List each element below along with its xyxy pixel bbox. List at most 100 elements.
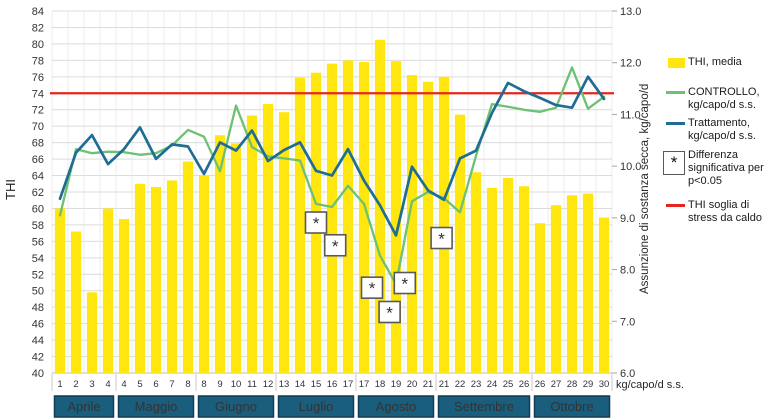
month-label: Giugno [215,399,257,414]
thi-bar [118,219,130,373]
significance-marker-star: * [438,230,445,249]
significance-marker-box [378,300,401,324]
legend-sig-line2: significativa per [688,162,764,175]
left-axis-tick-label: 82 [32,22,44,34]
trattamento-line [58,75,606,237]
thi-bar [390,61,402,373]
thi-bar [294,77,306,374]
left-axis-tick-label: 78 [32,55,44,67]
week-label: 13 [279,379,290,390]
legend-label-threshold: THI soglia di stress da caldo [688,199,762,225]
week-label: 4 [121,379,126,390]
thi-bar [422,81,434,373]
thi-bar [230,143,242,373]
left-axis-tick-label: 40 [32,368,44,380]
month-box [437,395,531,418]
left-axis-tick-label: 66 [32,154,44,166]
right-axis-unit-label: kg/capo/d s.s. [616,379,684,391]
week-label: 27 [551,379,562,390]
week-label: 14 [295,379,306,390]
week-label: 17 [343,379,354,390]
right-axis-title: Assunzione di sostanza secca, kg/capo/d [639,83,651,295]
week-label: 17 [359,379,370,390]
legend-sig-line1: Differenza [688,148,738,161]
thi-bar [438,76,450,374]
thi-bar [134,183,146,373]
significance-marker-star: * [313,214,320,233]
significance-marker-box [304,211,328,234]
thi-bar [598,217,610,373]
left-axis-tick-label: 44 [32,335,44,347]
legend-label-significance: Differenza significativa per p<0.05 [688,149,764,189]
week-label: 7 [169,379,174,390]
legend-item-controllo: CONTROLLO, kg/capo/d s.s. [652,86,772,112]
legend-trattamento-line1: Trattamento, [688,116,750,129]
thi-bar [182,161,194,373]
thi-bar [86,292,98,373]
thi-bar [518,186,530,373]
left-axis-tick-label: 46 [32,319,44,331]
week-label: 11 [247,379,257,390]
thi-bar [150,187,162,373]
week-label: 5 [137,379,142,390]
significance-marker-box [323,233,347,257]
left-axis-tick-label: 58 [32,220,44,232]
significance-marker-box [430,226,453,250]
thi-bar [246,115,258,374]
left-axis-tick-label: 70 [32,121,44,133]
thi-bar [54,208,66,373]
left-axis-tick-label: 60 [32,203,44,215]
legend-threshold-line1: THI soglia di [688,198,750,211]
week-label: 26 [519,379,530,390]
week-label: 8 [201,379,206,390]
left-axis-tick-label: 72 [32,105,44,117]
legend-item-trattamento: Trattamento, kg/capo/d s.s. [652,117,772,143]
legend-threshold-line2: stress da caldo [688,211,762,224]
week-label: 22 [455,379,466,390]
left-axis-tick-label: 56 [32,236,44,248]
thi-bar [582,193,594,373]
week-label: 29 [583,379,594,390]
week-label: 10 [231,379,242,390]
thi-bar [486,187,498,373]
week-label: 6 [153,379,158,390]
week-label: 19 [391,379,402,390]
thi-bar [470,172,482,373]
right-axis-tick-label: 8.0 [620,265,635,277]
right-axis-tick-label: 11.0 [620,109,641,121]
significance-marker-star: * [369,279,376,298]
thi-bar [214,135,226,373]
thi-bar [326,63,338,374]
legend-item-thi: THI, media [652,56,772,69]
month-box [357,395,435,418]
week-label: 16 [327,379,338,390]
month-label: Aprile [67,399,100,414]
thi-bar [534,223,546,373]
controllo-line [58,66,606,286]
left-axis-tick-label: 52 [32,269,44,281]
week-label: 24 [487,379,498,390]
significance-marker-box [360,276,384,299]
left-axis-tick-label: 76 [32,72,44,84]
week-label: 3 [89,379,94,390]
week-label: 28 [567,379,578,390]
left-axis-tick-label: 50 [32,286,44,298]
right-axis-tick-label: 10.0 [620,161,641,173]
significance-marker-box [393,271,417,295]
threshold-line-swatch [666,203,685,207]
left-axis-tick-label: 42 [32,352,44,364]
week-label: 4 [105,379,110,390]
legend-sig-line3: p<0.05 [688,175,722,188]
left-axis-tick-label: 80 [32,39,44,51]
thi-bar-swatch [668,58,685,68]
thi-bar [278,112,290,373]
month-label: Settembre [454,399,514,414]
week-label: 21 [423,379,434,390]
month-box [277,395,355,418]
legend-trattamento-line2: kg/capo/d s.s. [688,129,756,142]
thi-bar [502,178,514,373]
left-axis-tick-label: 54 [32,253,44,265]
right-axis-tick-label: 12.0 [620,58,641,70]
week-label: 1 [57,379,62,390]
